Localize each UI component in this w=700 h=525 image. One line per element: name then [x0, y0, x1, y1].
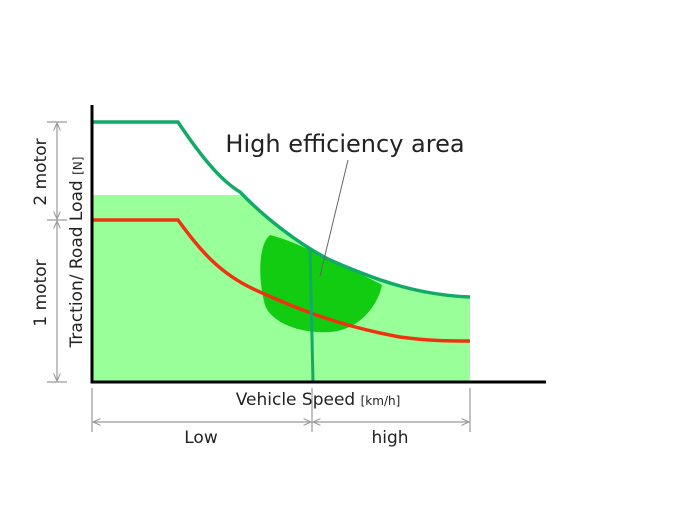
- y-range-label: 1 motor: [31, 259, 51, 326]
- two-motor-curve: [92, 120, 471, 299]
- speed-divider: [308, 249, 315, 383]
- y-axis-label: Traction/ Road Load [N]: [67, 157, 87, 349]
- y-axis-unit: [N]: [71, 157, 85, 175]
- x-range-label: high: [371, 428, 408, 448]
- x-range-label: Low: [184, 428, 218, 448]
- y-range-label: 2 motor: [31, 138, 51, 205]
- annotation-leader: [319, 159, 349, 277]
- y-axis-title: Traction/ Road Load: [67, 180, 87, 348]
- x-axis-label: Vehicle Speed [km/h]: [236, 390, 401, 410]
- efficiency-area: [260, 235, 382, 333]
- x-axis-title: Vehicle Speed: [236, 390, 356, 410]
- axes: [90, 105, 546, 384]
- annotation: High efficiency area: [225, 130, 464, 158]
- x-axis-unit: [km/h]: [361, 394, 401, 408]
- one-motor-curve: [92, 218, 471, 343]
